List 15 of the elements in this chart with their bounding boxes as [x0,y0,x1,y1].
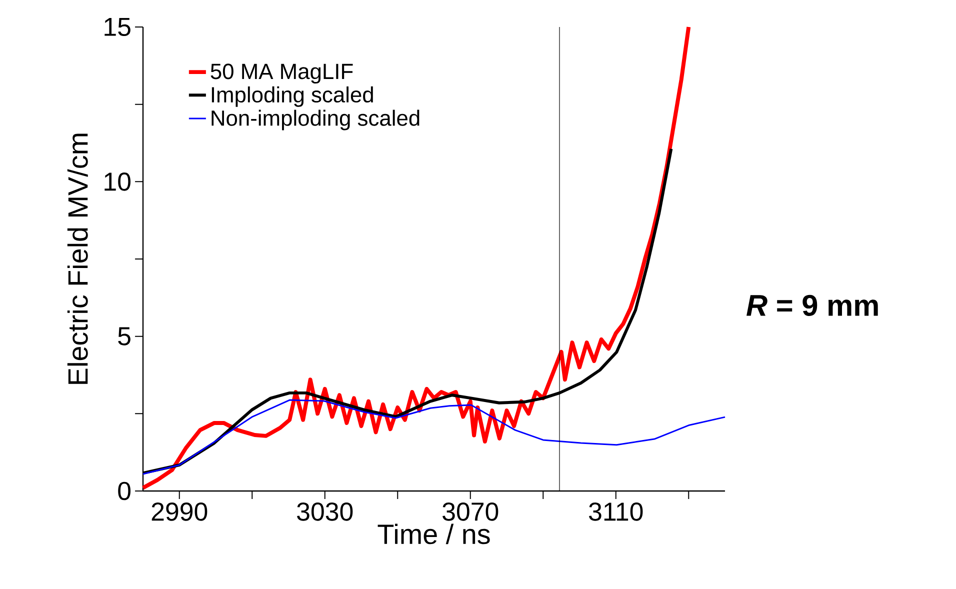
x-tick-label: 3110 [589,502,643,521]
legend-label: Non-imploding scaled [212,110,420,130]
y-axis-title: Electric Field MV/cm [67,134,88,384]
legend-label: Imploding scaled [212,86,373,107]
x-tick-label: 2990 [152,502,208,521]
y-tick-label: 5 [118,327,130,346]
x-tick-label: 3030 [297,502,353,521]
y-tick-label: 0 [118,482,130,500]
legend-label: 50 MA MagLIF [210,64,353,84]
y-tick-label: 15 [104,18,130,36]
y-tick-label: 10 [104,172,130,191]
text: R = 9 mm [746,294,878,316]
line-series [142,399,726,475]
x-tick-label: 3070 [442,502,498,521]
x-axis-title: Time / ns [378,524,490,544]
